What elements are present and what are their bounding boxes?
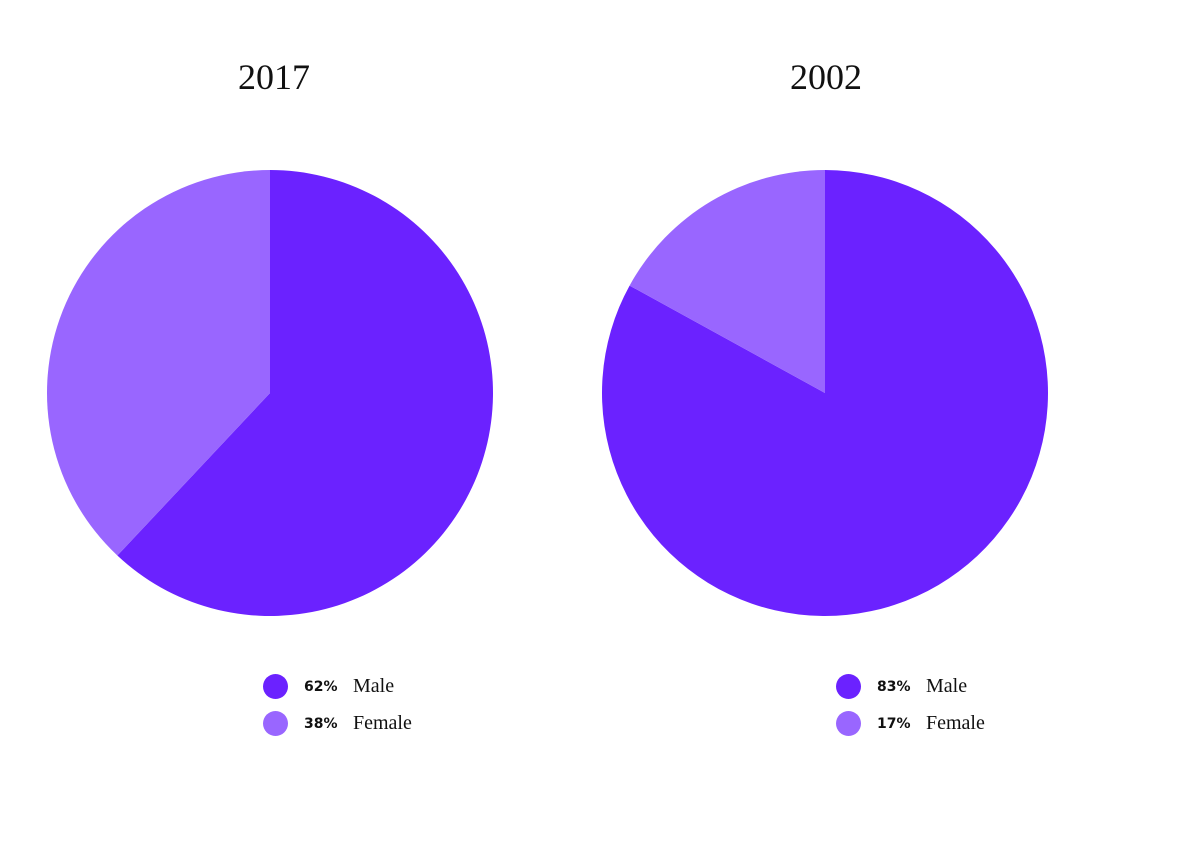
legend-swatch-female xyxy=(263,711,288,736)
pie-slice-male xyxy=(117,170,493,616)
pie-slice-male xyxy=(602,170,1048,617)
legend: 62% Male 38% Female xyxy=(263,674,412,736)
legend-label: Female xyxy=(353,712,412,734)
pie-chart-2017: 2017 62% Male 38% Female xyxy=(47,57,493,736)
pie-slice-female xyxy=(629,170,825,393)
legend-percent: 38% xyxy=(304,715,338,732)
legend: 83% Male 17% Female xyxy=(836,674,985,736)
legend-percent: 17% xyxy=(877,715,911,732)
pie-plot xyxy=(47,170,493,616)
legend-item-male: 83% Male xyxy=(836,674,985,699)
legend-label: Male xyxy=(926,675,968,697)
pie-slice-female xyxy=(47,170,271,556)
legend-swatch-male xyxy=(836,674,861,699)
chart-title: 2002 xyxy=(790,57,862,97)
legend-label: Male xyxy=(353,675,395,697)
legend-label: Female xyxy=(926,712,985,734)
legend-percent: 83% xyxy=(877,678,911,695)
legend-item-male: 62% Male xyxy=(263,674,412,699)
pie-plot xyxy=(602,170,1048,617)
pie-chart-2002: 2002 83% Male 17% Female xyxy=(555,0,1155,865)
legend-swatch-male xyxy=(263,674,288,699)
legend-item-female: 38% Female xyxy=(263,711,412,736)
legend-percent: 62% xyxy=(304,678,338,695)
legend-item-female: 17% Female xyxy=(836,711,985,736)
chart-title: 2017 xyxy=(238,57,310,97)
legend-swatch-female xyxy=(836,711,861,736)
